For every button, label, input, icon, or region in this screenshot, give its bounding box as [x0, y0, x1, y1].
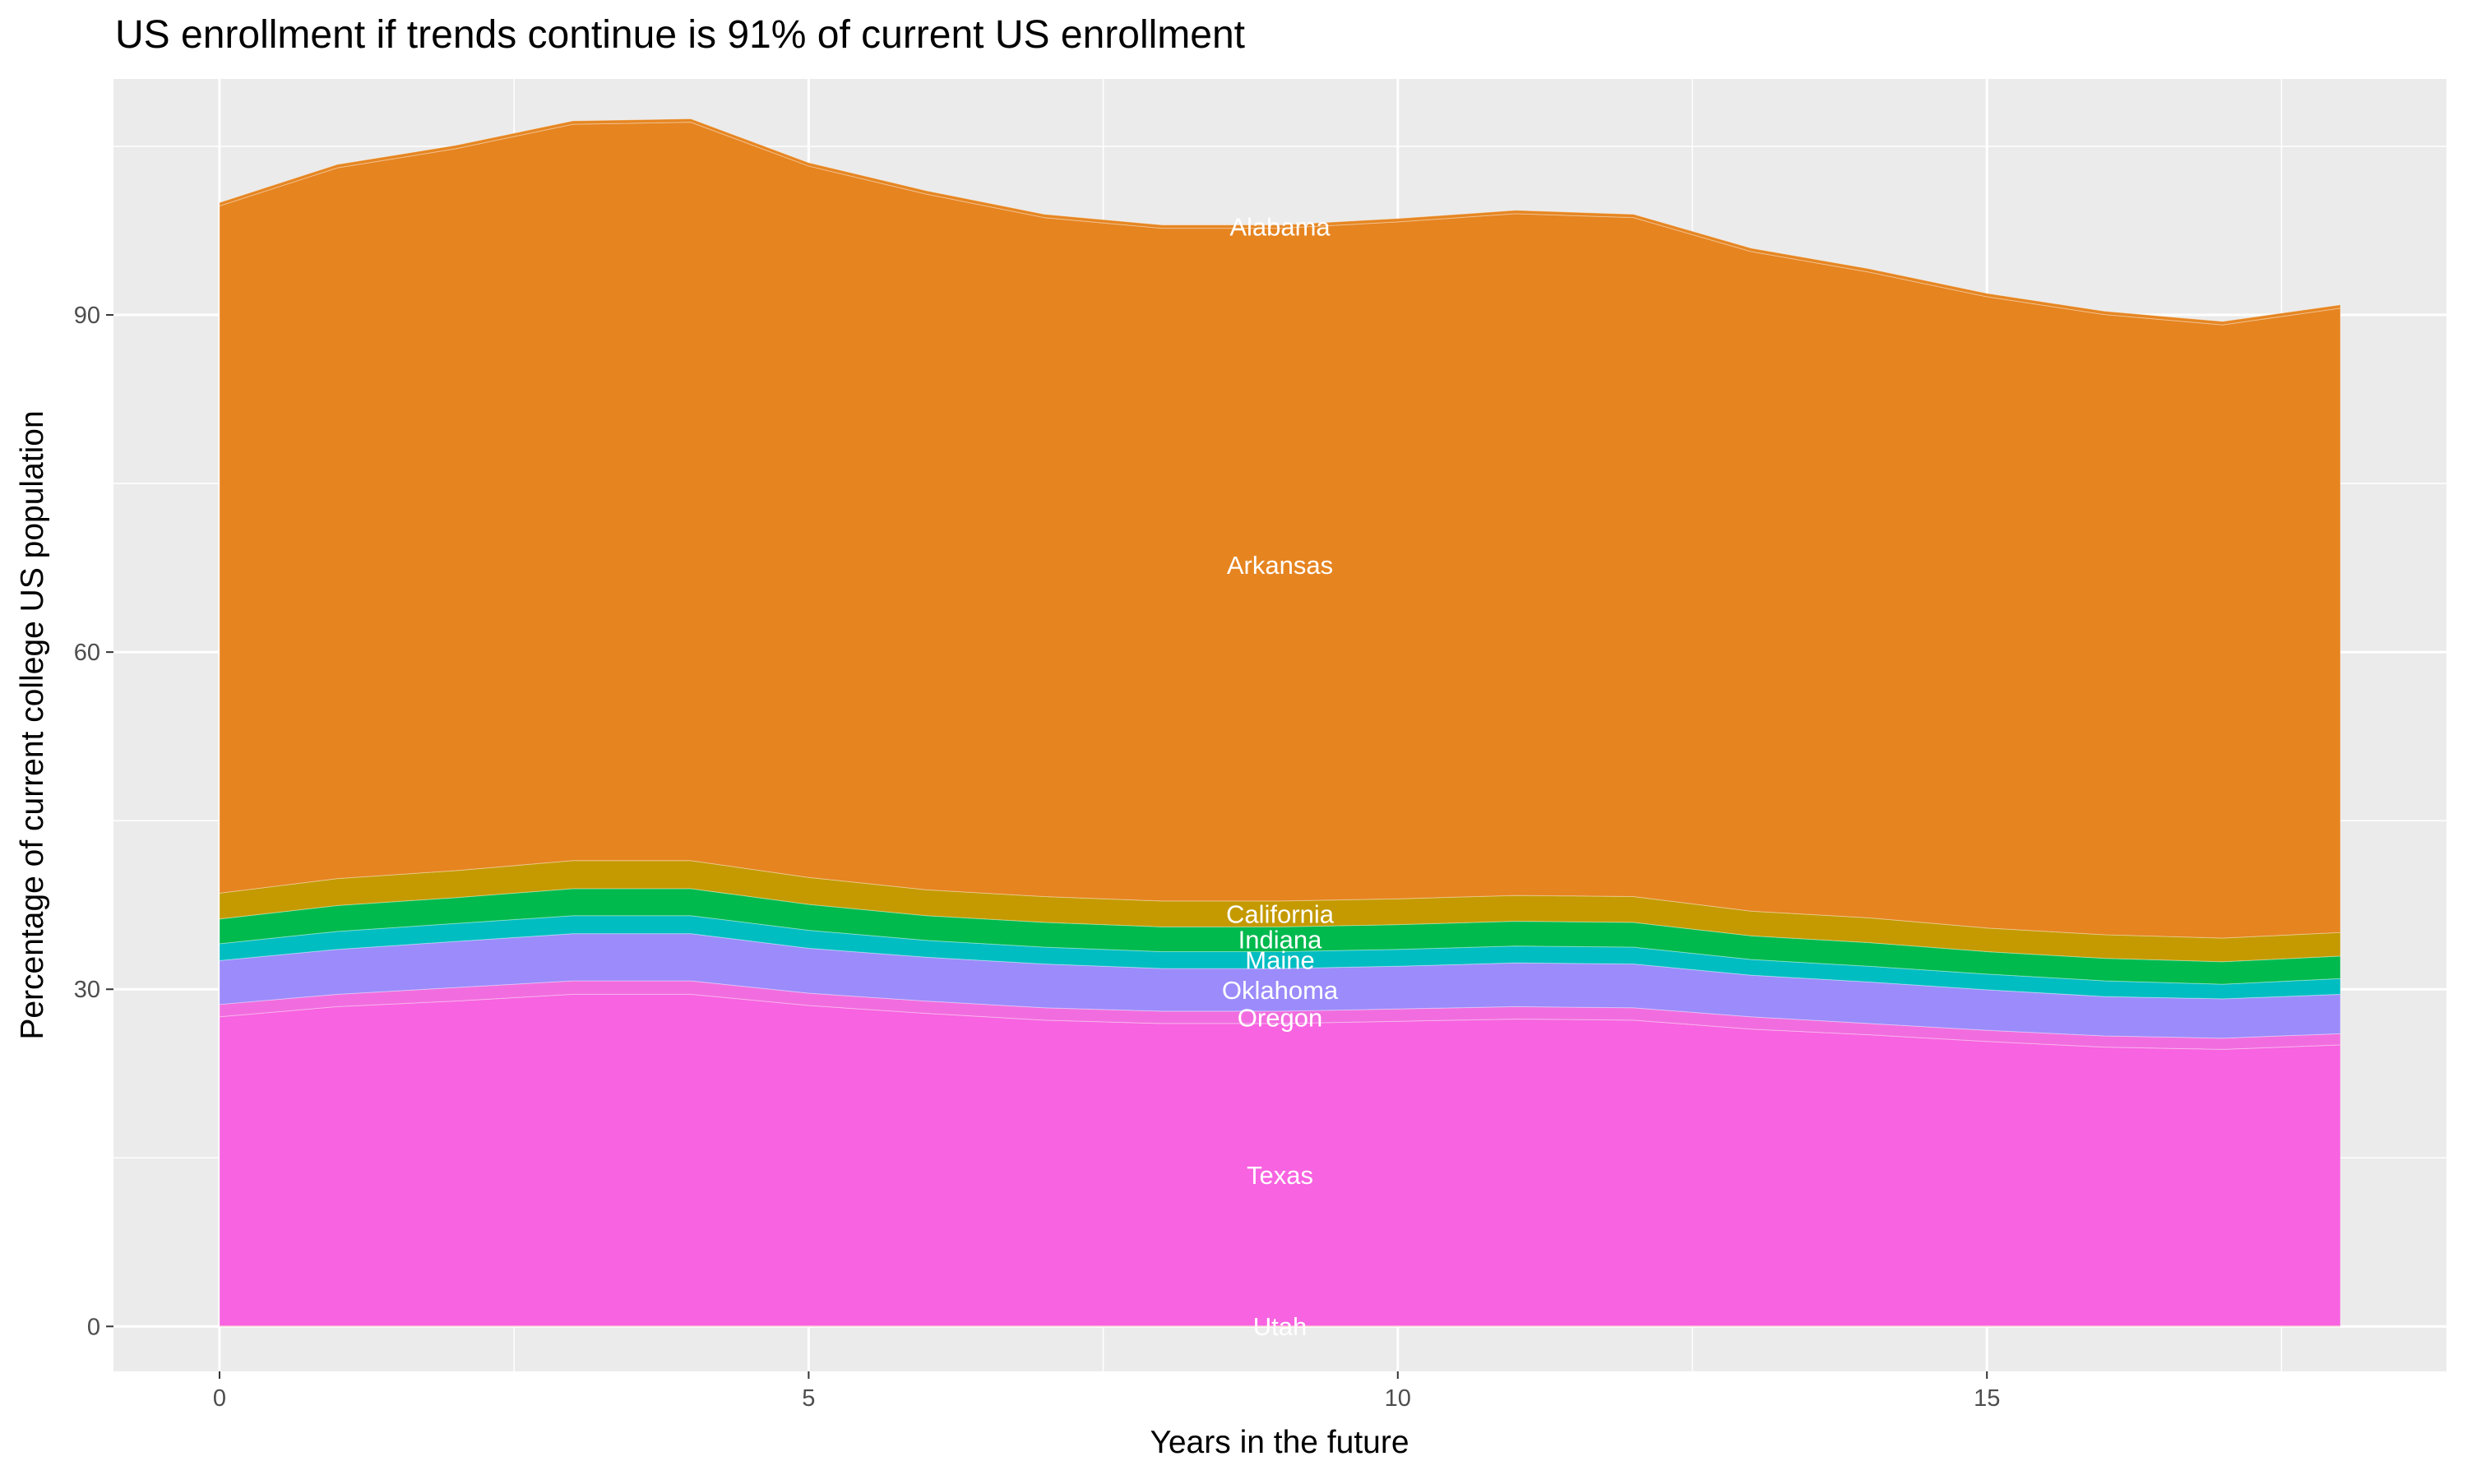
area-indiana — [219, 888, 2341, 985]
y-axis-label: Percentage of current college US populat… — [15, 410, 50, 1039]
x-tick-label: 15 — [1974, 1385, 2000, 1412]
y-tick-label: 30 — [74, 977, 100, 1003]
area-california — [219, 860, 2341, 963]
x-tick-label: 10 — [1385, 1385, 1411, 1412]
label-oregon: Oregon — [1238, 1003, 1322, 1032]
area-utah — [219, 1325, 2341, 1327]
chart-title: US enrollment if trends continue is 91% … — [115, 13, 1245, 57]
y-axis-ticks: 0 30 60 90 — [74, 303, 113, 1340]
x-axis-label: Years in the future — [1150, 1425, 1409, 1460]
label-indiana: Indiana — [1238, 925, 1322, 954]
label-arkansas: Arkansas — [1227, 551, 1333, 580]
x-axis-ticks: 0 5 10 15 — [213, 1371, 2000, 1412]
label-oklahoma: Oklahoma — [1222, 976, 1339, 1005]
label-alabama: Alabama — [1229, 213, 1331, 242]
x-tick-label: 5 — [802, 1385, 815, 1412]
area-oklahoma — [219, 933, 2341, 1039]
y-tick-label: 0 — [87, 1314, 100, 1340]
area-arkansas — [219, 122, 2341, 939]
label-california: California — [1226, 900, 1335, 929]
area-layers — [219, 118, 2341, 1327]
y-tick-label: 90 — [74, 303, 100, 329]
series-labels: Utah Texas OregonOklahomaMaineIndianaCalif… — [1222, 213, 1339, 1341]
area-alabama — [219, 118, 2341, 326]
label-maine: Maine — [1245, 946, 1314, 975]
label-utah: Utah — [1253, 1312, 1307, 1341]
area-oregon — [219, 980, 2341, 1050]
y-tick-label: 60 — [74, 640, 100, 666]
x-tick-label: 0 — [213, 1385, 226, 1412]
label-texas: Texas — [1247, 1161, 1313, 1190]
